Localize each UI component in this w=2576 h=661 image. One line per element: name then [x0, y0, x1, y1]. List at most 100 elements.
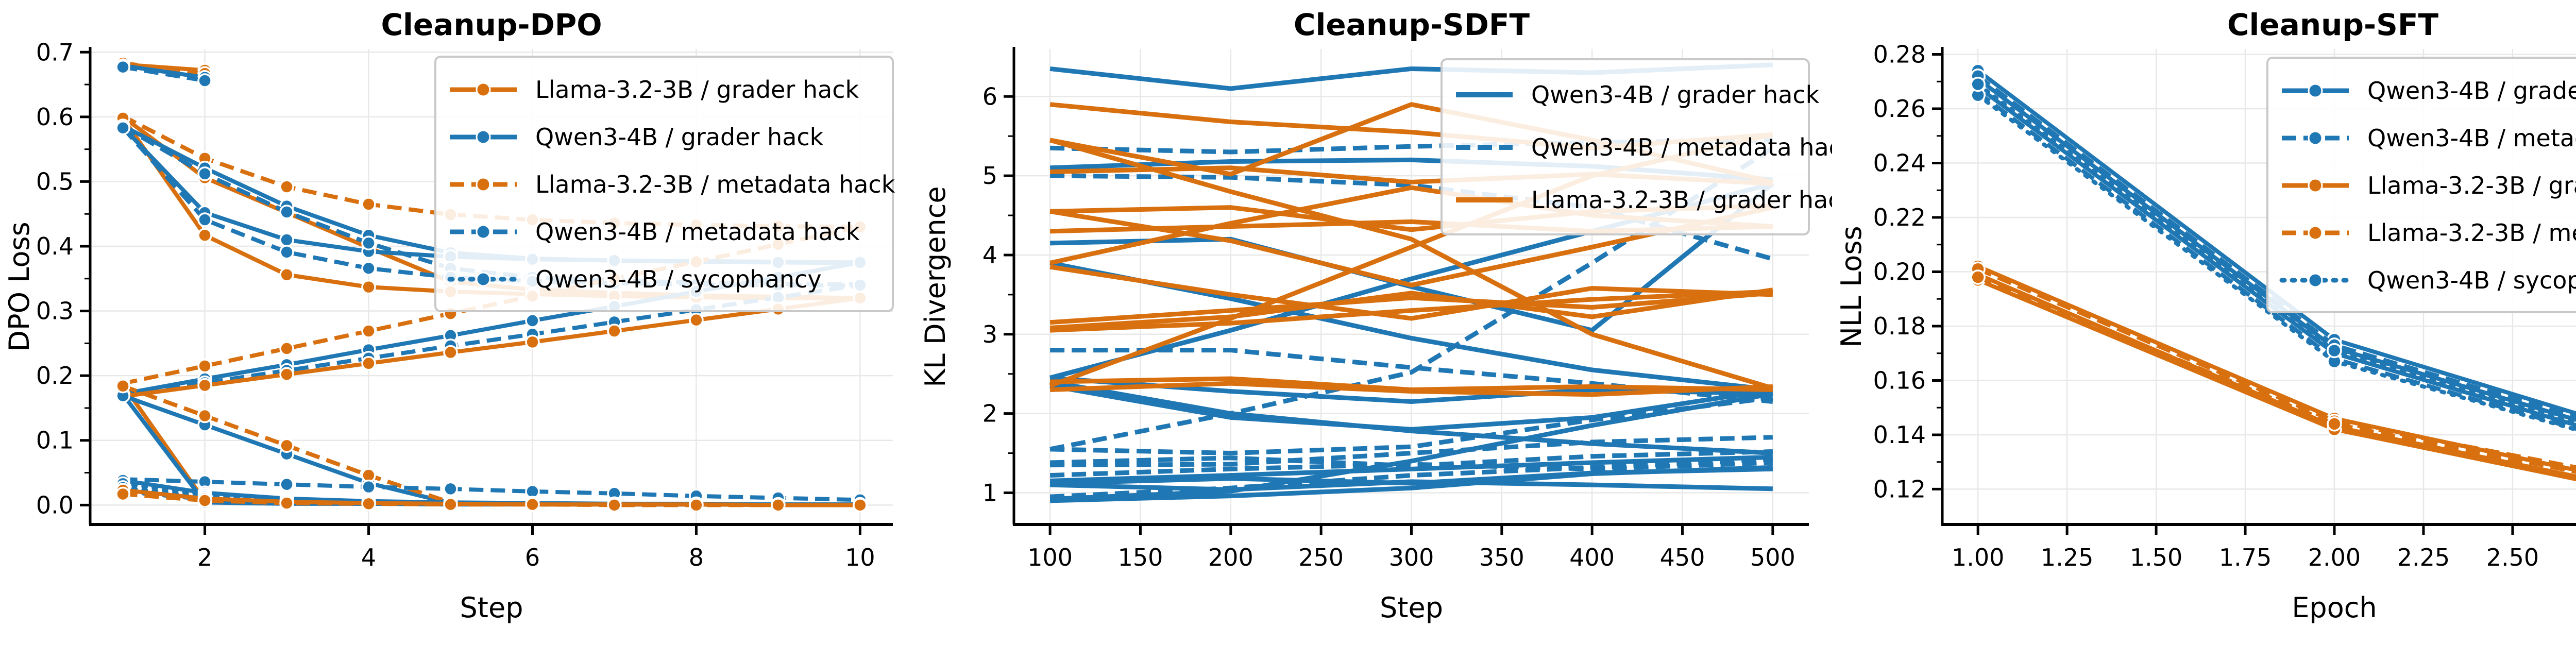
series [1049, 62, 1774, 503]
y-tick-label: 0.28 [1873, 41, 1926, 69]
legend-sample-marker [476, 224, 491, 240]
legend-label: Qwen3-4B / metadata hack [535, 218, 860, 246]
data-point-marker [279, 245, 294, 260]
data-point-marker [689, 498, 704, 513]
series-line [1049, 391, 1773, 502]
series-line [1050, 449, 1773, 468]
chart-title-cleanup-dpo: Cleanup-DPO [381, 7, 602, 42]
data-point-marker [607, 324, 622, 338]
data-point-marker [443, 497, 458, 512]
legend-sample-marker [2308, 130, 2323, 146]
axis-labels: Epoch NLL Loss [1835, 226, 2377, 624]
chart-title-cleanup-sdft: Cleanup-SDFT [1293, 7, 1530, 42]
series-line [122, 384, 860, 507]
data-point-marker [279, 205, 294, 219]
legend-sample-marker [476, 272, 491, 287]
series-line [1049, 457, 1773, 499]
y-tick-label: 2 [982, 400, 997, 428]
legend-label: Llama-3.2-3B / grader hack [2367, 172, 2576, 199]
series-line [1050, 138, 1773, 155]
data-point-marker [361, 197, 376, 212]
axis-labels: Step KL Divergence [919, 186, 1443, 624]
series-line [1049, 379, 1773, 456]
data-point-marker [361, 324, 376, 338]
x-tick-label: 10 [845, 544, 875, 571]
y-tick-label: 0.7 [36, 38, 74, 66]
y-tick-label: 0.4 [36, 232, 74, 260]
y-axis-label: DPO Loss [3, 222, 36, 351]
x-axis-label: Step [460, 591, 523, 624]
series-line [1049, 454, 1773, 483]
series-line [1977, 275, 2576, 474]
y-tick-label: 5 [982, 162, 997, 190]
y-tick-label: 0.14 [1873, 421, 1926, 449]
y-tick-label: 0.26 [1873, 95, 1926, 123]
data-point-marker [1970, 76, 1986, 92]
series-line [1049, 138, 1774, 391]
series-line [1049, 381, 1773, 397]
x-tick-label: 2.25 [2397, 544, 2450, 571]
series-line [1050, 395, 1773, 456]
cleanup-sft-plot: 1.001.251.501.752.002.252.502.753.000.12… [1835, 41, 2576, 624]
legend-label: Llama-3.2-3B / metadata hack [2367, 219, 2576, 247]
x-tick-label: 2 [197, 544, 212, 571]
data-point-marker [279, 477, 294, 492]
legend-label: Qwen3-4B / sycophancy [2367, 266, 2576, 294]
data-point-marker [607, 498, 622, 513]
data-point-marker [197, 166, 212, 181]
y-tick-label: 0.24 [1873, 149, 1926, 177]
legend-box [2266, 57, 2576, 313]
data-point-marker [197, 359, 212, 374]
legend-label: Llama-3.2-3B / grader hack [1531, 186, 1832, 214]
data-point-marker [1970, 269, 1986, 285]
panel-cleanup-sdft: Cleanup-SDFT 100 150 200 250 300 350 400 450 500… [916, 0, 1832, 661]
data-point-marker [361, 356, 376, 371]
data-point-marker [197, 73, 212, 88]
axis-labels: Step DPO Loss [3, 222, 523, 624]
data-point-marker [197, 378, 212, 393]
data-point-marker [115, 59, 130, 75]
y-tick-label: 0.3 [36, 297, 74, 325]
data-point-marker [771, 498, 786, 513]
data-point-marker [361, 235, 376, 250]
tick-labels: 1.001.251.501.752.002.252.502.753.000.12… [1873, 41, 2576, 571]
legend-label: Llama-3.2-3B / metadata hack [535, 171, 895, 198]
y-tick-label: 6 [982, 82, 997, 110]
data-point-marker [279, 179, 294, 194]
data-point-marker [525, 497, 540, 512]
chart-title-cleanup-sft: Cleanup-SFT [2227, 7, 2439, 42]
tick-labels: 2 4 6 8 10 0.0 0.1 0.2 0.3 0.4 0.5 0.6 0.7 [36, 38, 875, 571]
legend-sample-marker [476, 82, 491, 97]
y-axis-label: KL Divergence [919, 186, 952, 387]
data-point-marker [197, 212, 212, 227]
data-point-marker [525, 334, 540, 350]
y-axis-label: NLL Loss [1835, 226, 1868, 347]
series-line [122, 65, 206, 83]
y-tick-label: 0.18 [1873, 312, 1926, 340]
y-tick-label: 1 [982, 479, 997, 506]
x-tick-label: 2.75 [2575, 544, 2576, 571]
x-tick-label: 2.00 [2308, 544, 2361, 571]
data-point-marker [443, 481, 458, 497]
series-line [1049, 264, 1773, 321]
x-tick-label: 150 [1118, 544, 1163, 571]
panel-cleanup-sft: Cleanup-SFT 1.00 1.25 1.50 1.75 2.00 2.25 2.50… [1832, 0, 2576, 661]
data-point-marker [853, 498, 868, 513]
data-point-marker [279, 267, 294, 282]
data-point-marker [361, 496, 376, 512]
series-line [1049, 287, 1773, 330]
legend-label: Qwen3-4B / grader hack [1531, 81, 1820, 109]
series-line [1977, 267, 2576, 470]
y-tick-label: 3 [982, 320, 997, 348]
x-axis-label: Step [1380, 591, 1443, 624]
legend-label: Llama-3.2-3B / grader hack [535, 76, 859, 104]
y-tick-label: 0.12 [1873, 475, 1926, 503]
series-line [123, 296, 860, 399]
x-tick-label: 1.25 [2041, 544, 2093, 571]
data-point-marker [361, 279, 376, 295]
series-line [123, 61, 206, 76]
series-line [1050, 348, 1773, 404]
series-line [121, 383, 860, 507]
x-axis-label: Epoch [2292, 591, 2377, 624]
x-tick-label: 400 [1569, 544, 1615, 571]
